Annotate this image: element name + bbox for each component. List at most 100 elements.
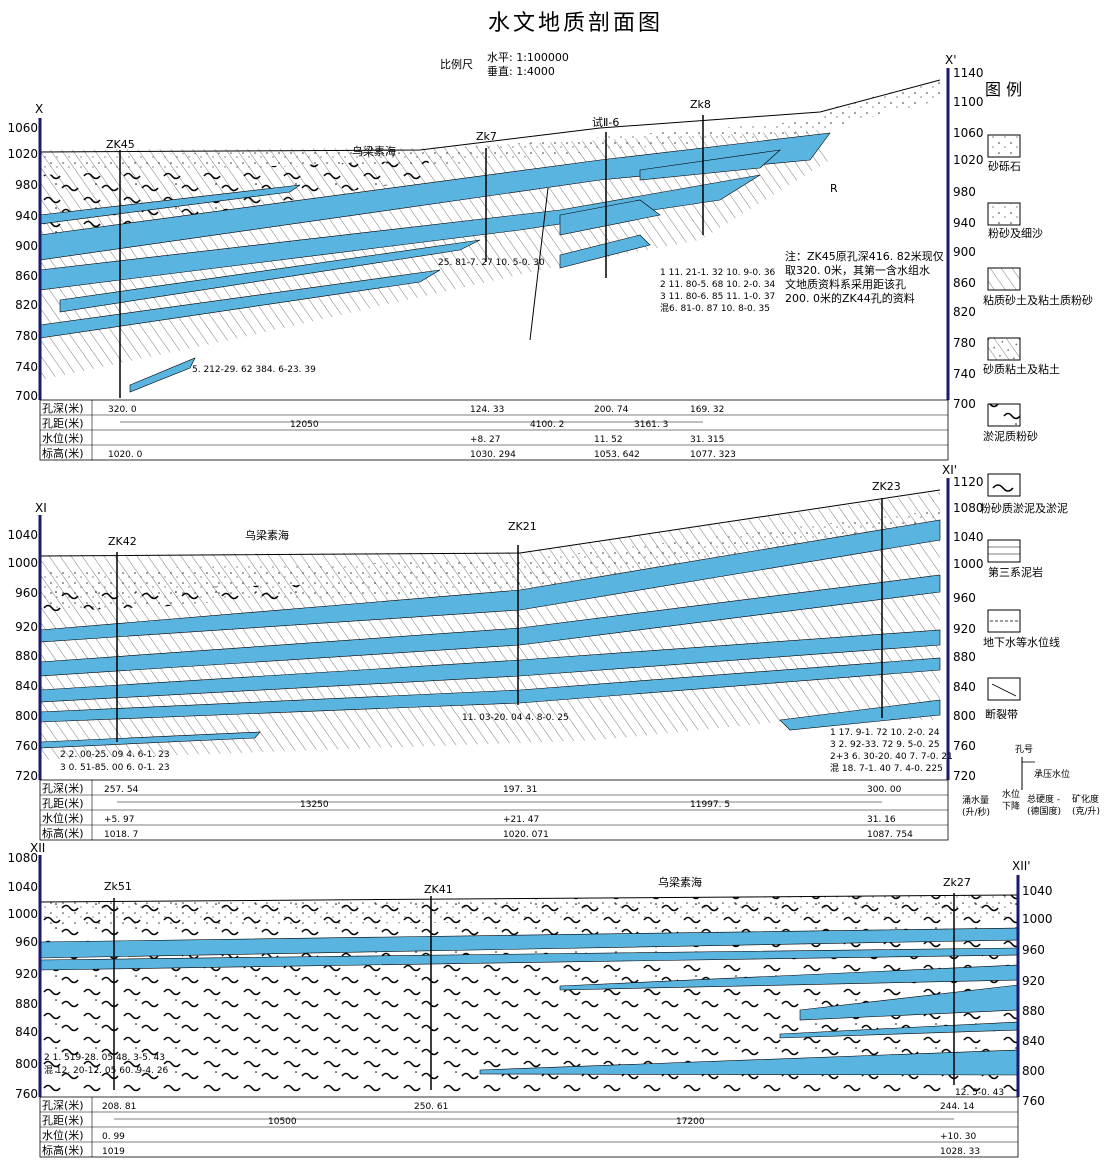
tick-label: 880 [15, 997, 38, 1011]
key-bottom-label: 下降 [1002, 800, 1020, 812]
tick-label: 920 [1022, 974, 1045, 988]
tick-label: 1140 [953, 66, 984, 80]
tick-label: 960 [1022, 943, 1045, 957]
tick-label: 1000 [7, 556, 38, 570]
legend-item: 断裂带 [985, 707, 1018, 721]
row-label: 标高(米) [42, 446, 84, 460]
key-bottom-label: 水位 [1002, 788, 1020, 800]
section-right-label: X' [945, 53, 957, 67]
right-ticks: 1120 1080 1040 1000 960 920 880 840 800 … [953, 475, 984, 783]
tick-label: 820 [15, 298, 38, 312]
tick-label: 1000 [953, 557, 984, 571]
key-bottom-label: (克/升) [1072, 806, 1100, 817]
aquifer-band [59, 239, 481, 313]
tick-label: 920 [15, 967, 38, 981]
left-ticks: 1060 1020 980 940 900 860 820 780 740 70… [7, 121, 38, 403]
tick-label: 820 [953, 305, 976, 319]
legend-item: 粘质砂土及粘土质粉砂 [983, 293, 1093, 307]
tick-label: 860 [15, 269, 38, 283]
tick-label: 760 [953, 739, 976, 753]
row-label: 标高(米) [42, 826, 84, 840]
depth-value: 169. 32 [690, 405, 724, 415]
well-note: 25. 81-7. 27 10. 5-0. 30 [438, 258, 545, 268]
legend-swatch-gravel [987, 134, 1021, 158]
row-label: 孔距(米) [42, 1114, 84, 1127]
depth-value: 250. 61 [414, 1102, 448, 1112]
well-name: Zk8 [690, 98, 711, 111]
tick-label: 720 [953, 769, 976, 783]
elev-value: 1077. 323 [690, 450, 736, 460]
fault-marker: R [830, 182, 838, 195]
extra-note: 3 11. 80-6. 85 11. 1-0. 37 [660, 292, 775, 302]
water-value: 31. 16 [867, 815, 896, 825]
extra-note: 3 0. 51-85. 00 6. 0-1. 23 [60, 763, 170, 773]
extra-note: 1 17. 9-1. 72 10. 2-0. 24 [830, 728, 940, 738]
lake-label: 乌梁素海 [658, 875, 702, 889]
well-data-table: 孔深(米) 孔距(米) 水位(米) 标高(米) 257. 54 197. 31 … [39, 779, 949, 841]
ground-surface [39, 894, 1019, 903]
aquifer-band [559, 234, 651, 269]
stratum-silt [40, 585, 300, 612]
tick-label: 1060 [953, 126, 984, 140]
tick-label: 720 [15, 769, 38, 783]
diagram-title: 水文地质剖面图 [488, 11, 663, 36]
tick-label: 840 [15, 679, 38, 693]
elev-value: 1053. 642 [594, 450, 640, 460]
row-label: 孔距(米) [42, 417, 84, 430]
section-right-label: XI' [942, 463, 957, 477]
silt-symbol-icon [992, 484, 1014, 492]
water-value: 31. 315 [690, 435, 724, 445]
depth-value: 124. 33 [470, 405, 504, 415]
stratum-gravel [40, 510, 940, 610]
depth-value: 320. 0 [108, 405, 137, 415]
stratum-silt [40, 160, 430, 240]
aquifer-band [559, 199, 661, 236]
well-name: ZK41 [424, 883, 453, 896]
section-left-label: XI [35, 501, 47, 515]
tick-label: 960 [953, 591, 976, 605]
legend-swatch-clayey-sand [987, 267, 1021, 291]
legend-item: 淤泥质粉砂 [983, 430, 1038, 443]
section-left-label: XII [30, 841, 45, 855]
annotation-line: 注：ZK45原孔深416. 82米现仅 [785, 249, 944, 263]
tick-label: 960 [15, 586, 38, 600]
key-bottom-label: 总硬度 - [1027, 793, 1060, 805]
elev-value: 1030. 294 [470, 450, 516, 460]
elev-value: 1019 [102, 1147, 125, 1157]
legend-item: 粉砂质淤泥及淤泥 [980, 502, 1068, 515]
water-value: 0. 99 [102, 1132, 125, 1142]
legend-swatch-water-level [987, 609, 1021, 633]
distance-value: 13250 [300, 800, 329, 810]
extra-note: 5. 212-29. 62 384. 6-23. 39 [192, 365, 316, 375]
ground-surface [39, 489, 941, 557]
tick-label: 840 [953, 680, 976, 694]
row-label: 孔深(米) [42, 782, 84, 795]
tick-label: 740 [15, 360, 38, 374]
tick-label: 760 [15, 1087, 38, 1101]
extra-note: 3 2. 92-33. 72 9. 5-0. 25 [830, 740, 940, 750]
lake-label: 乌梁素海 [245, 528, 289, 542]
distance-value: 4100. 2 [530, 420, 564, 430]
distance-value: 3161. 3 [634, 420, 668, 430]
legend-swatch-sandy-clay [987, 337, 1021, 361]
depth-value: 244. 14 [940, 1102, 975, 1112]
tick-label: 1060 [7, 121, 38, 135]
left-ticks: 1040 1000 960 920 880 840 800 760 720 [7, 528, 38, 783]
tick-label: 800 [15, 1057, 38, 1071]
tick-label: 800 [1022, 1064, 1045, 1078]
well-name: Zk51 [104, 880, 132, 893]
distance-value: 11997. 5 [690, 800, 730, 810]
tick-label: 740 [953, 367, 976, 381]
tick-label: 880 [15, 649, 38, 663]
tick-label: 880 [953, 650, 976, 664]
annotation-line: 取320. 0米，其第一含水组水 [785, 263, 930, 277]
depth-value: 300. 00 [867, 785, 902, 795]
tick-label: 1040 [7, 880, 38, 894]
key-bottom-label: 涌水量 [962, 794, 989, 806]
well-name: ZK21 [508, 520, 537, 533]
tick-label: 1080 [953, 501, 984, 515]
water-value: +10. 30 [940, 1132, 976, 1142]
right-ticks: 1040 1000 960 920 880 840 800 760 [1022, 884, 1053, 1108]
extra-note: 1 11. 21-1. 32 10. 9-0. 36 [660, 268, 776, 278]
row-label: 水位(米) [42, 1128, 84, 1142]
